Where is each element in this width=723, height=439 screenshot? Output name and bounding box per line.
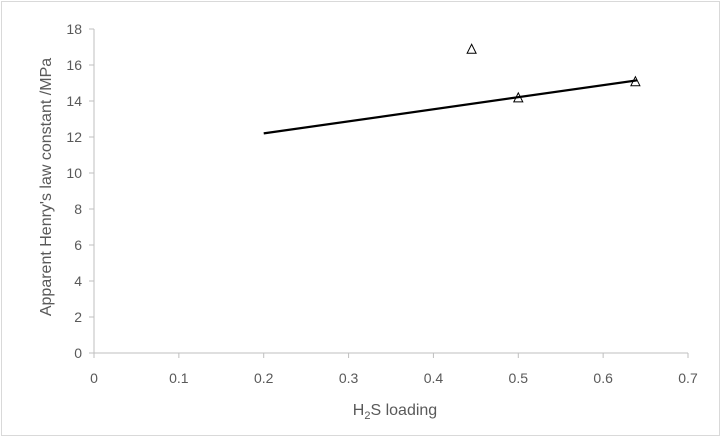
y-axis-title: Apparent Henry's law constant /MPa [38,58,55,316]
data-marks [263,43,641,135]
x-tick-label: 0.7 [678,370,698,386]
y-tick-label: 18 [66,21,82,37]
data-point-triangle [466,43,477,54]
y-tick-label: 2 [74,309,82,325]
x-tick-label: 0.5 [509,370,529,386]
y-tick-label: 12 [66,129,82,145]
x-tick-labels: 0 0.1 0.2 0.3 0.4 0.5 0.6 0.7 [90,370,698,386]
x-axis-title: H2S loading [353,402,437,422]
y-tick-label: 6 [74,237,82,253]
x-tick-label: 0.2 [254,370,274,386]
x-tick-label: 0 [90,370,98,386]
y-tick-label: 14 [66,93,82,109]
x-tick-label: 0.4 [424,370,444,386]
x-tick-label: 0.3 [339,370,359,386]
x-tick-label: 0.6 [593,370,613,386]
y-tick-label: 8 [74,201,82,217]
axes [89,28,689,358]
y-tick-labels: 0 2 4 6 8 10 12 14 16 18 [66,21,82,361]
y-tick-label: 0 [74,345,82,361]
y-tick-label: 10 [66,165,82,181]
trend-line [263,79,638,135]
x-tick-label: 0.1 [169,370,189,386]
y-tick-label: 4 [74,273,82,289]
y-tick-label: 16 [66,57,82,73]
